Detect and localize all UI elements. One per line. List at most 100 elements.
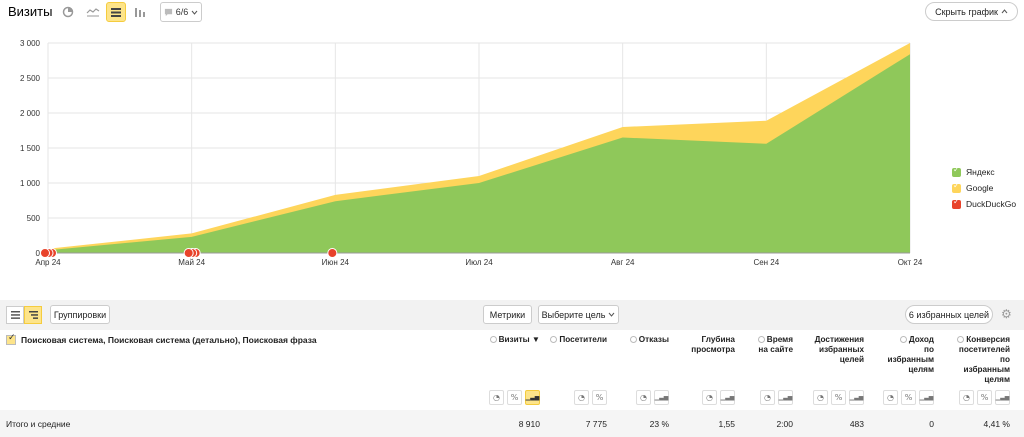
column-header[interactable]: Время на сайте bbox=[748, 335, 793, 355]
pie-view-icon[interactable]: ◔ bbox=[813, 390, 828, 405]
column-header-label: Доход bbox=[908, 335, 934, 344]
y-tick-label: 2 500 bbox=[20, 74, 41, 83]
column-view-tools: ◔% ▁▃▅ bbox=[813, 390, 864, 405]
percent-view-icon[interactable]: % bbox=[592, 390, 607, 405]
x-tick-label: Авг 24 bbox=[611, 258, 635, 267]
bar-view-icon[interactable]: ▁▃▅ bbox=[654, 390, 669, 405]
column-header[interactable]: Глубина просмотра bbox=[683, 335, 735, 355]
comment-icon bbox=[164, 8, 172, 16]
legend-item-google[interactable]: Google bbox=[952, 180, 1016, 196]
pie-view-icon[interactable]: ◔ bbox=[760, 390, 775, 405]
chart-legend: Яндекс Google DuckDuckGo bbox=[952, 164, 1016, 212]
checkbox-icon[interactable] bbox=[6, 333, 16, 345]
help-icon[interactable] bbox=[957, 336, 965, 343]
pie-view-icon[interactable]: ◔ bbox=[489, 390, 504, 405]
column-view-tools: ◔% ▁▃▅ bbox=[883, 390, 934, 405]
column-header[interactable]: Посетители bbox=[547, 335, 607, 345]
column-header-label: Конверсия bbox=[966, 335, 1010, 344]
annotation-marker-icon bbox=[40, 248, 50, 258]
percent-view-icon[interactable]: % bbox=[831, 390, 846, 405]
column-header-label: избранным bbox=[963, 365, 1010, 374]
column-view-tools: ◔% bbox=[574, 390, 607, 405]
column-view-tools: ◔ ▁▃▅ bbox=[636, 390, 669, 405]
list-view-icon[interactable] bbox=[6, 306, 24, 324]
percent-view-icon[interactable]: % bbox=[901, 390, 916, 405]
x-tick-label: Окт 24 bbox=[898, 258, 923, 267]
legend-label: Яндекс bbox=[966, 167, 995, 177]
pie-view-icon[interactable]: ◔ bbox=[959, 390, 974, 405]
totals-label: Итого и средние bbox=[6, 419, 71, 429]
legend-checkbox-icon bbox=[952, 197, 961, 209]
groupings-button[interactable]: Группировки bbox=[50, 305, 110, 324]
column-header[interactable]: Достижения избранных целей bbox=[806, 335, 864, 365]
y-tick-label: 0 bbox=[36, 249, 41, 258]
metrics-label: Метрики bbox=[489, 309, 526, 320]
chart-toolbar: Визиты 6/6 Скрыть график bbox=[0, 0, 1024, 24]
help-icon[interactable] bbox=[550, 336, 558, 343]
help-icon[interactable] bbox=[489, 336, 497, 343]
percent-view-icon[interactable]: % bbox=[507, 390, 522, 405]
column-view-tools: ◔% ▁▃▅ bbox=[959, 390, 1010, 405]
legend-label: Google bbox=[966, 183, 994, 193]
column-header-label: на сайте bbox=[758, 345, 793, 354]
hide-chart-label: Скрыть график bbox=[935, 6, 998, 17]
y-tick-label: 2 000 bbox=[20, 109, 41, 118]
tree-view-icon[interactable] bbox=[24, 306, 42, 324]
chevron-down-icon bbox=[609, 312, 615, 317]
help-icon[interactable] bbox=[629, 336, 637, 343]
x-tick-label: Сен 24 bbox=[753, 258, 779, 267]
total-value: 2:00 bbox=[776, 419, 793, 429]
pie-view-icon[interactable]: ◔ bbox=[636, 390, 651, 405]
notes-button[interactable]: 6/6 bbox=[160, 2, 202, 22]
goal-select[interactable]: Выберите цель bbox=[538, 305, 619, 324]
bar-view-icon[interactable]: ▁▃▅ bbox=[849, 390, 864, 405]
pie-chart-icon[interactable] bbox=[58, 2, 78, 22]
column-header[interactable]: Отказы bbox=[619, 335, 669, 345]
page-title: Визиты bbox=[8, 4, 53, 19]
y-tick-label: 1 500 bbox=[20, 144, 41, 153]
bar-chart-icon[interactable] bbox=[130, 2, 150, 22]
chevron-down-icon bbox=[191, 10, 198, 15]
dimensions-header[interactable]: Поисковая система, Поисковая система (де… bbox=[6, 333, 317, 345]
annotation-marker-icon bbox=[183, 248, 194, 258]
total-value: 4,41 % bbox=[983, 419, 1010, 429]
bar-view-icon[interactable]: ▁▃▅ bbox=[995, 390, 1010, 405]
column-header[interactable]: Конверсия посетителей по избранным целям bbox=[952, 335, 1010, 385]
pie-view-icon[interactable]: ◔ bbox=[883, 390, 898, 405]
x-tick-label: Июн 24 bbox=[322, 258, 350, 267]
column-header[interactable]: Доход по избранным целям bbox=[882, 335, 934, 375]
total-value: 7 775 bbox=[585, 419, 607, 429]
bar-view-icon[interactable]: ▁▃▅ bbox=[919, 390, 934, 405]
bar-view-icon[interactable]: ▁▃▅ bbox=[720, 390, 735, 405]
annotation-marker-icon bbox=[327, 248, 338, 258]
help-icon[interactable] bbox=[899, 336, 907, 343]
pie-view-icon[interactable]: ◔ bbox=[574, 390, 589, 405]
x-tick-label: Май 24 bbox=[178, 258, 205, 267]
bar-view-icon[interactable]: ▁▃▅ bbox=[525, 390, 540, 405]
gear-icon[interactable]: ⚙ bbox=[1001, 307, 1012, 321]
column-header-label: Глубина bbox=[701, 335, 735, 344]
legend-item-yandex[interactable]: Яндекс bbox=[952, 164, 1016, 180]
percent-view-icon[interactable]: % bbox=[977, 390, 992, 405]
column-header[interactable]: Визиты ▼ bbox=[480, 335, 540, 345]
column-header-label: по bbox=[1000, 355, 1010, 364]
chevron-up-icon bbox=[1001, 9, 1008, 14]
favorite-goals-button[interactable]: 6 избранных целей bbox=[905, 305, 993, 324]
totals-row: Итого и средние 8 910 7 775 23 % 1,55 2:00 48… bbox=[0, 410, 1024, 437]
bar-view-icon[interactable]: ▁▃▅ bbox=[778, 390, 793, 405]
total-value: 483 bbox=[849, 419, 864, 429]
help-icon[interactable] bbox=[757, 336, 765, 343]
line-chart-icon[interactable] bbox=[83, 2, 103, 22]
area-chart-icon[interactable] bbox=[106, 2, 126, 22]
pie-view-icon[interactable]: ◔ bbox=[702, 390, 717, 405]
legend-item-duckduckgo[interactable]: DuckDuckGo bbox=[952, 196, 1016, 212]
hide-chart-button[interactable]: Скрыть график bbox=[925, 2, 1018, 21]
dimensions-header-label: Поисковая система, Поисковая система (де… bbox=[21, 335, 317, 345]
legend-checkbox-icon bbox=[952, 181, 961, 193]
x-tick-label: Апр 24 bbox=[35, 258, 61, 267]
column-header-label: целям bbox=[908, 365, 934, 374]
metrics-button[interactable]: Метрики bbox=[483, 305, 532, 324]
legend-label: DuckDuckGo bbox=[966, 199, 1017, 209]
column-view-tools: ◔ ▁▃▅ bbox=[702, 390, 735, 405]
